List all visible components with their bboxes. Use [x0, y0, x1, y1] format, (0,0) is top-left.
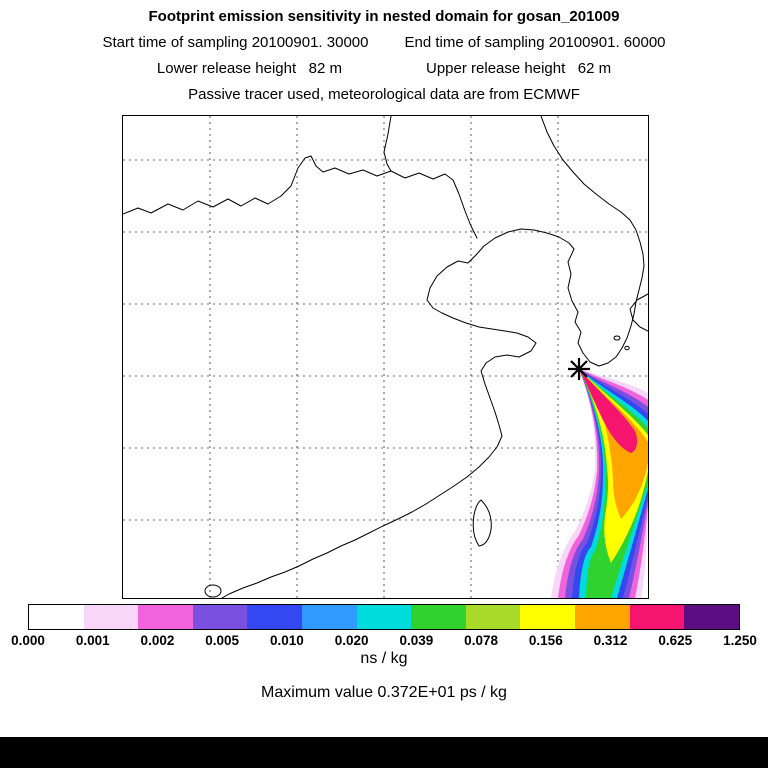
bottom-black-bar — [0, 737, 768, 768]
colorbar-segment — [411, 605, 466, 629]
border-spur-path — [383, 116, 392, 172]
colorbar-tick-label: 0.020 — [334, 633, 369, 648]
colorbar-segment — [684, 605, 739, 629]
header: Footprint emission sensitivity in nested… — [0, 0, 768, 103]
upper-release-text: Upper release height 62 m — [426, 60, 612, 77]
colorbar-segment — [302, 605, 357, 629]
colorbar-segment — [247, 605, 303, 629]
mainland-korea-china-coast — [221, 116, 645, 598]
colorbar-tick-label: 0.625 — [658, 633, 693, 648]
tsushima-island — [613, 335, 621, 341]
hainan-island — [204, 584, 222, 598]
colorbar-tick-label: 0.156 — [528, 633, 563, 648]
northern-border-path — [123, 155, 478, 239]
release-height-row: Lower release height 82 m Upper release … — [0, 60, 768, 77]
colorbar-tick-label: 0.039 — [399, 633, 434, 648]
colorbar-segment — [192, 605, 248, 629]
colorbar-unit-label: ns / kg — [360, 650, 408, 667]
plot-title: Footprint emission sensitivity in nested… — [148, 8, 620, 25]
colorbar-segment — [29, 605, 84, 629]
map-gridlines — [123, 116, 648, 598]
colorbar: 0.000 0.001 0.002 0.005 0.010 0.020 0.039 0.078… — [11, 604, 757, 662]
colorbar-segment — [83, 605, 139, 629]
sampling-time-row: Start time of sampling 20100901. 30000 E… — [0, 34, 768, 51]
colorbar-tick-label: 0.002 — [140, 633, 175, 648]
colorbar-segment — [138, 605, 193, 629]
maximum-value-line: Maximum value 0.372E+01 ps / kg — [261, 684, 507, 701]
sampling-end-text: End time of sampling 20100901. 60000 — [404, 34, 666, 51]
colorbar-tick-label: 0.078 — [464, 633, 498, 648]
station-star-marker — [568, 358, 590, 380]
colorbar-tick-label: 0.000 — [11, 633, 45, 648]
small-island — [624, 345, 630, 351]
colorbar-segment — [356, 605, 412, 629]
coastlines — [123, 116, 648, 598]
map-panel — [122, 115, 649, 599]
colorbar-tick-label: 0.312 — [593, 633, 628, 648]
colorbar-tick-label: 0.001 — [75, 633, 110, 648]
colorbar-segment — [629, 605, 685, 629]
colorbar-tick-label: 0.005 — [205, 633, 240, 648]
plume-band-orange — [579, 369, 648, 519]
colorbar-tick-label: 1.250 — [723, 633, 757, 648]
colorbar-segment — [465, 605, 521, 629]
kyushu-coast — [629, 293, 648, 332]
colorbar-segment — [575, 605, 630, 629]
colorbar-tick-label: 0.010 — [270, 633, 304, 648]
footprint-plume — [551, 369, 648, 598]
sampling-start-text: Start time of sampling 20100901. 30000 — [102, 34, 369, 51]
colorbar-segments — [28, 604, 740, 630]
tracer-text: Passive tracer used, meteorological data… — [188, 86, 580, 103]
plume-band-core-magenta — [579, 369, 638, 453]
colorbar-segment — [520, 605, 576, 629]
taiwan-island — [472, 499, 492, 547]
lower-release-text: Lower release height 82 m — [156, 60, 342, 77]
colorbar-ticks: 0.000 0.001 0.002 0.005 0.010 0.020 0.039 0.078… — [11, 633, 757, 655]
tracer-row: Passive tracer used, meteorological data… — [0, 86, 768, 103]
